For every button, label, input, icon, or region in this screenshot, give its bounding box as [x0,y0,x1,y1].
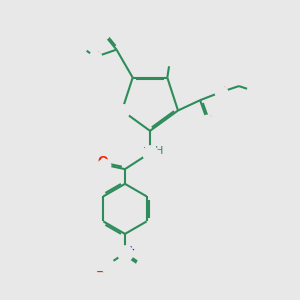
Text: H: H [154,146,163,157]
Text: O: O [138,259,148,272]
Text: O: O [101,259,112,272]
Text: N: N [120,247,130,260]
Text: O: O [202,114,213,127]
Text: O: O [98,155,108,168]
Text: CH₃: CH₃ [246,87,267,97]
Text: −: − [96,267,105,277]
Text: N: N [143,146,154,159]
Text: O: O [98,27,109,40]
Text: S: S [118,104,127,117]
Text: +: + [127,244,135,254]
Text: O: O [90,50,101,64]
Text: O: O [216,85,226,98]
Text: CH₃: CH₃ [160,50,181,60]
Text: CH₃: CH₃ [67,39,88,49]
